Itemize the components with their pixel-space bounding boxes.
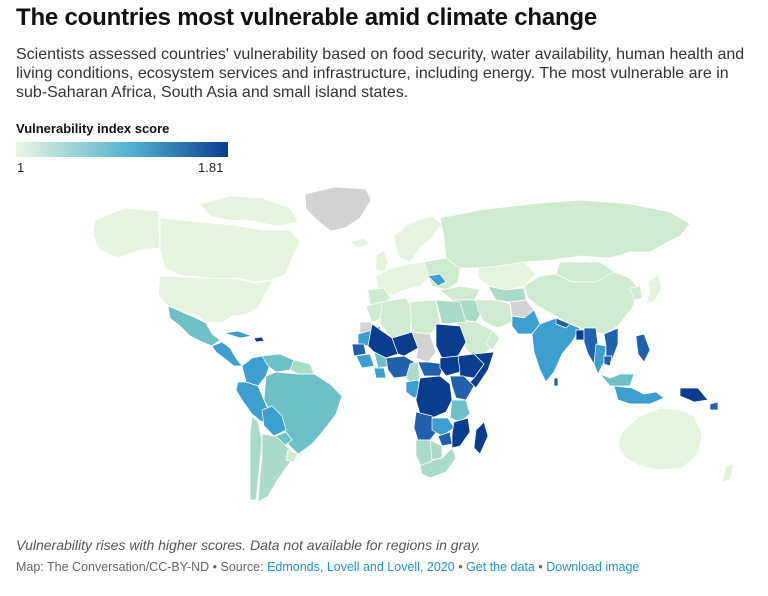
region-alaska — [92, 207, 161, 259]
region-ghana — [373, 367, 387, 379]
region-papua-new-guinea — [679, 387, 709, 403]
region-egypt — [435, 299, 467, 325]
footnote: Vulnerability rises with higher scores. … — [16, 537, 481, 553]
region-cuba — [223, 330, 253, 339]
region-greenland — [304, 186, 372, 232]
separator: • — [212, 560, 218, 574]
region-south-africa — [419, 447, 457, 479]
region-sri-lanka — [553, 377, 559, 387]
get-data-link[interactable]: Get the data — [466, 560, 535, 574]
chart-title: The countries most vulnerable amid clima… — [16, 4, 598, 31]
download-image-link[interactable]: Download image — [546, 560, 640, 574]
legend-title: Vulnerability index score — [16, 121, 170, 136]
region-argentina — [257, 433, 297, 503]
region-oman — [485, 329, 501, 351]
region-uk — [375, 249, 389, 273]
region-mexico — [167, 305, 221, 347]
world-map — [92, 186, 735, 503]
region-philippines — [635, 333, 651, 363]
region-cambodia — [603, 355, 613, 367]
region-new-zealand — [721, 463, 735, 483]
region-laos-vietnam — [603, 327, 619, 363]
region-dr-congo — [415, 375, 453, 419]
region-sudan — [435, 323, 467, 359]
region-guinea — [355, 353, 375, 369]
region-canada — [159, 217, 301, 283]
region-iran — [475, 299, 513, 329]
region-zambia — [431, 417, 455, 437]
chart-subtitle: Scientists assessed countries' vulnerabi… — [16, 46, 745, 101]
region-chile — [249, 415, 263, 501]
region-iceland — [349, 237, 371, 249]
region-botswana — [429, 439, 443, 461]
source-label: Source: — [220, 560, 264, 574]
legend-max-label: 1.81 — [198, 160, 224, 175]
region-madagascar — [473, 421, 489, 455]
legend-min-label: 1 — [17, 160, 25, 175]
legend-color-bar — [16, 142, 228, 157]
region-uganda-kenya — [449, 375, 475, 401]
region-libya — [409, 299, 441, 335]
separator: • — [538, 560, 543, 574]
region-bolivia — [261, 405, 287, 437]
region-australia — [617, 407, 703, 471]
region-scandinavia — [393, 215, 443, 263]
region-thailand — [593, 343, 607, 375]
region-arctic-islands — [199, 195, 299, 227]
region-malaysia — [599, 373, 635, 387]
region-turkey — [439, 285, 481, 301]
region-china — [523, 271, 641, 335]
region-zimbabwe — [437, 431, 453, 447]
source-line: Map: The Conversation/CC-BY-ND • Source:… — [16, 560, 639, 574]
region-tanzania — [449, 399, 471, 423]
region-mozambique — [451, 417, 471, 449]
region-indonesia — [613, 385, 665, 405]
region-central-america — [211, 341, 243, 367]
source-link[interactable]: Edmonds, Lovell and Lovell, 2020 — [267, 560, 455, 574]
region-russia — [439, 199, 691, 269]
separator: • — [458, 560, 463, 574]
region-japan — [645, 273, 663, 305]
region-pacific-islands — [709, 401, 719, 411]
region-bangladesh — [575, 329, 585, 341]
region-nepal — [555, 317, 571, 329]
region-guianas — [289, 359, 315, 375]
region-algeria — [379, 297, 413, 339]
region-niger — [391, 331, 419, 357]
region-korea — [629, 285, 643, 301]
credit-text: Map: The Conversation/CC-BY-ND — [16, 560, 210, 574]
region-senegal — [351, 343, 367, 357]
region-india — [531, 317, 581, 383]
region-uruguay — [285, 449, 299, 463]
region-south-sudan — [439, 355, 461, 377]
region-balkans — [427, 273, 447, 287]
region-haiti — [253, 336, 265, 343]
